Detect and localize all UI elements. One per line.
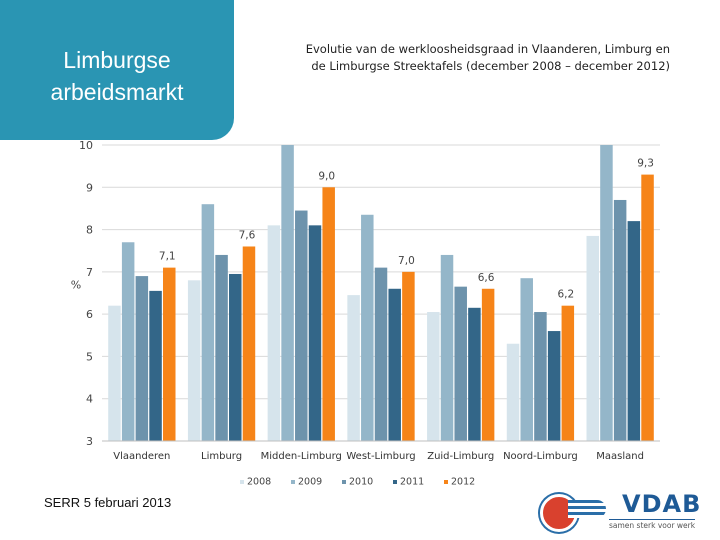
bar (481, 288, 495, 441)
bar (281, 145, 294, 441)
y-tick-label: 10 (79, 139, 93, 152)
x-tick-label: West-Limburg (346, 451, 415, 462)
banner-title: Limburgse arbeidsmarkt (0, 44, 234, 108)
bar (267, 225, 281, 441)
x-tick-label: Maasland (596, 451, 644, 462)
bar (322, 187, 335, 441)
vdab-tagline: samen sterk voor werk (609, 519, 696, 530)
bar (374, 267, 388, 441)
data-label: 7,6 (239, 229, 256, 241)
x-tick-label: Limburg (201, 451, 242, 462)
bar (402, 271, 415, 441)
bar (613, 199, 627, 441)
chart-title: Evolutie van de werkloosheidsgraad in Vl… (250, 41, 670, 75)
bar (242, 246, 256, 441)
x-tick-label: Vlaanderen (113, 451, 170, 462)
bar (135, 276, 149, 441)
chart-title-line1: Evolutie van de werkloosheidsgraad in Vl… (305, 42, 670, 56)
bar (347, 295, 360, 441)
bar (600, 145, 613, 441)
legend-swatch (393, 480, 397, 484)
data-label: 9,3 (637, 158, 654, 170)
bar (468, 307, 481, 441)
data-label: 7,0 (398, 255, 415, 267)
bar (149, 290, 162, 441)
legend-label: 2009 (298, 477, 322, 488)
legend-swatch (291, 480, 295, 484)
y-tick-label: 3 (86, 435, 93, 448)
bar (427, 312, 440, 441)
limburg-logo-wing-icon (568, 500, 606, 518)
chart-title-line2: de Limburgse Streektafels (december 2008… (311, 59, 670, 73)
y-tick-label: 8 (86, 224, 93, 237)
bar (121, 242, 135, 441)
data-label: 6,6 (478, 272, 495, 284)
legend-label: 2012 (451, 477, 475, 488)
legend-swatch (240, 480, 244, 484)
bar (534, 312, 547, 441)
x-tick-label: Midden-Limburg (261, 451, 342, 462)
legend-swatch (342, 480, 346, 484)
title-banner: Limburgse arbeidsmarkt (0, 0, 234, 140)
data-label: 7,1 (159, 251, 176, 263)
bar (295, 210, 308, 441)
vdab-logo: VDAB (622, 490, 702, 518)
bar (506, 343, 520, 441)
bar (561, 305, 575, 441)
legend-label: 2008 (247, 477, 271, 488)
y-tick-label: 9 (86, 181, 93, 194)
bar (308, 225, 322, 441)
legend-label: 2011 (400, 477, 424, 488)
y-tick-label: 6 (86, 308, 93, 321)
bar (641, 174, 654, 441)
bar (201, 204, 215, 441)
y-tick-label: 4 (86, 393, 93, 406)
data-label: 9,0 (318, 170, 335, 182)
banner-title-line2: arbeidsmarkt (50, 79, 184, 105)
bar (520, 278, 533, 441)
bar (627, 221, 641, 441)
footer-date: SERR 5 februari 2013 (44, 495, 172, 510)
data-label: 6,2 (557, 289, 574, 301)
bar (361, 214, 374, 441)
bar (229, 273, 242, 441)
y-axis-label: % (71, 279, 81, 292)
bar (187, 280, 201, 441)
bar-chart: 3 4 5 6 7 8 9 10% 7,1 7,6 9,0 7,0 6,6 6,2 9,3 Vlaandere… (71, 139, 660, 488)
bar (215, 254, 228, 441)
x-tick-label: Noord-Limburg (503, 451, 578, 462)
bar (163, 267, 176, 441)
y-tick-label: 7 (86, 266, 93, 279)
banner-title-line1: Limburgse (63, 47, 171, 73)
bar (454, 286, 467, 441)
bar (547, 331, 561, 441)
legend-label: 2010 (349, 477, 373, 488)
bar (440, 254, 454, 441)
y-tick-label: 5 (86, 350, 93, 363)
bar (586, 235, 599, 441)
x-tick-label: Zuid-Limburg (427, 451, 494, 462)
bar (388, 288, 401, 441)
bar (108, 305, 121, 441)
legend-swatch (444, 480, 448, 484)
